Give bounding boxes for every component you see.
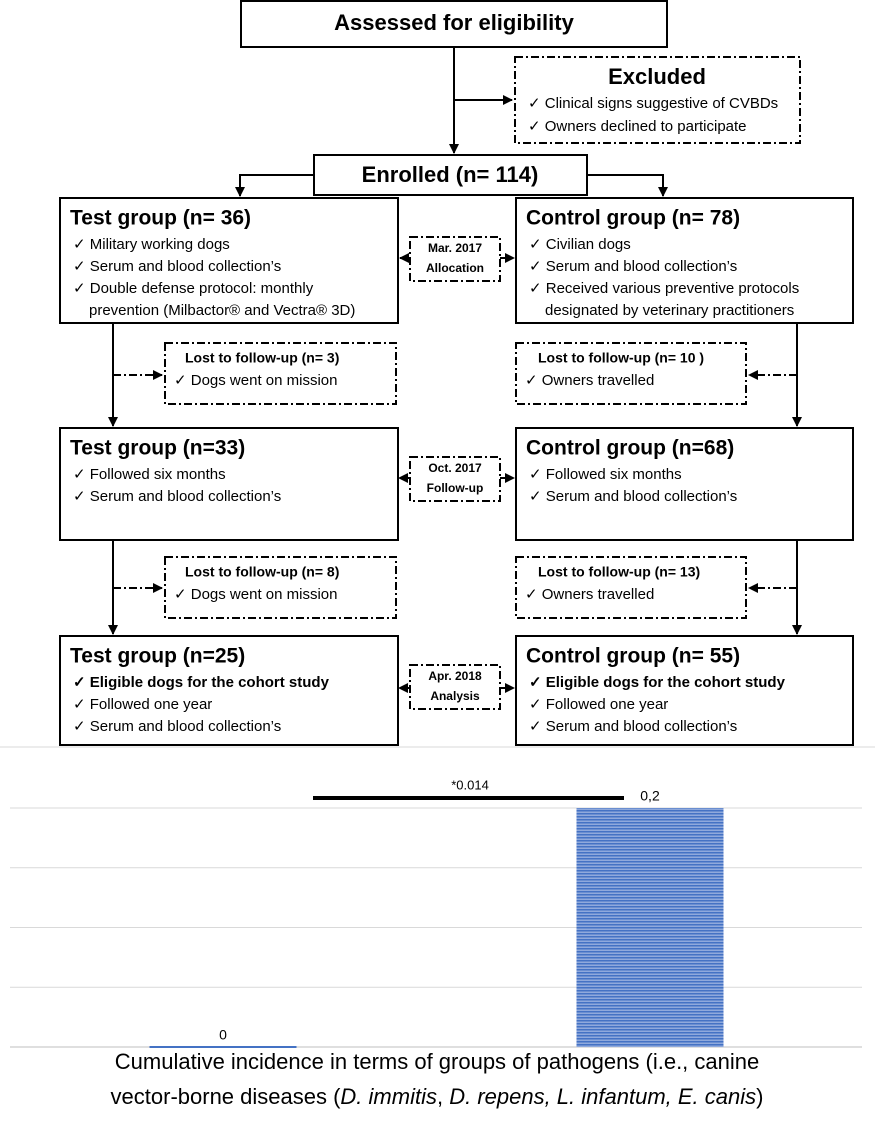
lost-box bbox=[515, 556, 747, 619]
group-item: prevention (Milbactor® and Vectra® 3D) bbox=[89, 302, 355, 319]
lost-title: Lost to follow-up (n= 13) bbox=[538, 564, 700, 580]
group-item: ✓ Civilian dogs bbox=[529, 236, 631, 253]
assessed-box bbox=[240, 0, 668, 48]
group-item: ✓ Serum and blood collection’s bbox=[529, 488, 737, 505]
group-item: ✓ Serum and blood collection’s bbox=[73, 488, 281, 505]
group-box bbox=[515, 197, 854, 324]
enrolled-label: Enrolled (n= 114) bbox=[362, 162, 539, 187]
enrolled-box bbox=[313, 154, 588, 196]
lost-box bbox=[164, 556, 397, 619]
timepoint-label: Allocation bbox=[426, 261, 484, 275]
group-box bbox=[59, 427, 399, 541]
connectors bbox=[108, 47, 802, 693]
caption-part: Cumulative incidence in terms of groups … bbox=[115, 1049, 759, 1074]
group-box bbox=[59, 635, 399, 746]
caption-part: D. immitis bbox=[340, 1084, 437, 1109]
group-title: Test group (n= 36) bbox=[70, 207, 251, 230]
timepoint-box bbox=[409, 456, 501, 502]
group-item: ✓ Followed one year bbox=[73, 696, 212, 713]
lost-item: ✓ Dogs went on mission bbox=[174, 586, 337, 603]
group-item: ✓ Serum and blood collection’s bbox=[73, 258, 281, 275]
group-box bbox=[515, 427, 854, 541]
group-item: ✓ Double defense protocol: monthly bbox=[73, 280, 314, 297]
lost-title: Lost to follow-up (n= 8) bbox=[185, 564, 339, 580]
significance-label: *0.014 bbox=[451, 777, 489, 792]
group-item: ✓ Eligible dogs for the cohort study bbox=[73, 674, 330, 691]
group-item: ✓ Received various preventive protocols bbox=[529, 280, 799, 297]
lost-item: ✓ Owners travelled bbox=[525, 586, 654, 603]
group-title: Test group (n=33) bbox=[70, 437, 245, 460]
caption: Cumulative incidence in terms of groups … bbox=[115, 1049, 759, 1074]
bar bbox=[576, 808, 724, 1047]
timepoint-label: Oct. 2017 bbox=[428, 461, 482, 475]
value-label: 0,2 bbox=[640, 788, 660, 804]
lost-item: ✓ Dogs went on mission bbox=[174, 372, 337, 389]
group-title: Control group (n= 55) bbox=[526, 645, 740, 668]
excluded-item: ✓ Owners declined to participate bbox=[528, 118, 747, 135]
timepoint-box bbox=[409, 664, 501, 710]
excluded-item: ✓ Clinical signs suggestive of CVBDs bbox=[528, 95, 778, 112]
group-item: ✓ Serum and blood collection’s bbox=[529, 258, 737, 275]
group-item: ✓ Followed six months bbox=[529, 466, 682, 483]
group-box bbox=[515, 635, 854, 746]
lost-box bbox=[515, 342, 747, 405]
group-item: ✓ Followed six months bbox=[73, 466, 226, 483]
group-item: ✓ Eligible dogs for the cohort study bbox=[529, 674, 786, 691]
timepoint-label: Analysis bbox=[430, 689, 480, 703]
group-item: ✓ Serum and blood collection’s bbox=[73, 718, 281, 735]
group-title: Control group (n= 78) bbox=[526, 207, 740, 230]
lost-box bbox=[164, 342, 397, 405]
group-item: ✓ Followed one year bbox=[529, 696, 668, 713]
group-title: Test group (n=25) bbox=[70, 645, 245, 668]
timepoint-label: Apr. 2018 bbox=[428, 669, 482, 683]
caption-part: ) bbox=[756, 1084, 763, 1109]
lost-item: ✓ Owners travelled bbox=[525, 372, 654, 389]
caption-part: , bbox=[437, 1084, 449, 1109]
timepoint-label: Follow-up bbox=[427, 481, 484, 495]
excluded-title: Excluded bbox=[608, 64, 706, 89]
group-item: designated by veterinary practitioners bbox=[545, 302, 794, 319]
timepoint-label: Mar. 2017 bbox=[428, 241, 482, 255]
lost-title: Lost to follow-up (n= 3) bbox=[185, 350, 339, 366]
timepoint-box bbox=[409, 236, 501, 282]
lost-title: Lost to follow-up (n= 10 ) bbox=[538, 350, 704, 366]
group-box bbox=[59, 197, 399, 324]
bar bbox=[149, 1046, 297, 1048]
group-title: Control group (n=68) bbox=[526, 437, 734, 460]
value-label: 0 bbox=[219, 1027, 227, 1043]
caption-part: D. repens, L. infantum, E. canis bbox=[449, 1084, 756, 1109]
caption-part: vector-borne diseases ( bbox=[111, 1084, 342, 1109]
caption: vector-borne diseases (D. immitis, D. re… bbox=[111, 1084, 764, 1109]
excluded-box bbox=[514, 56, 801, 144]
group-item: ✓ Military working dogs bbox=[73, 236, 230, 253]
group-item: ✓ Serum and blood collection’s bbox=[529, 718, 737, 735]
assessed-label: Assessed for eligibility bbox=[334, 10, 574, 35]
